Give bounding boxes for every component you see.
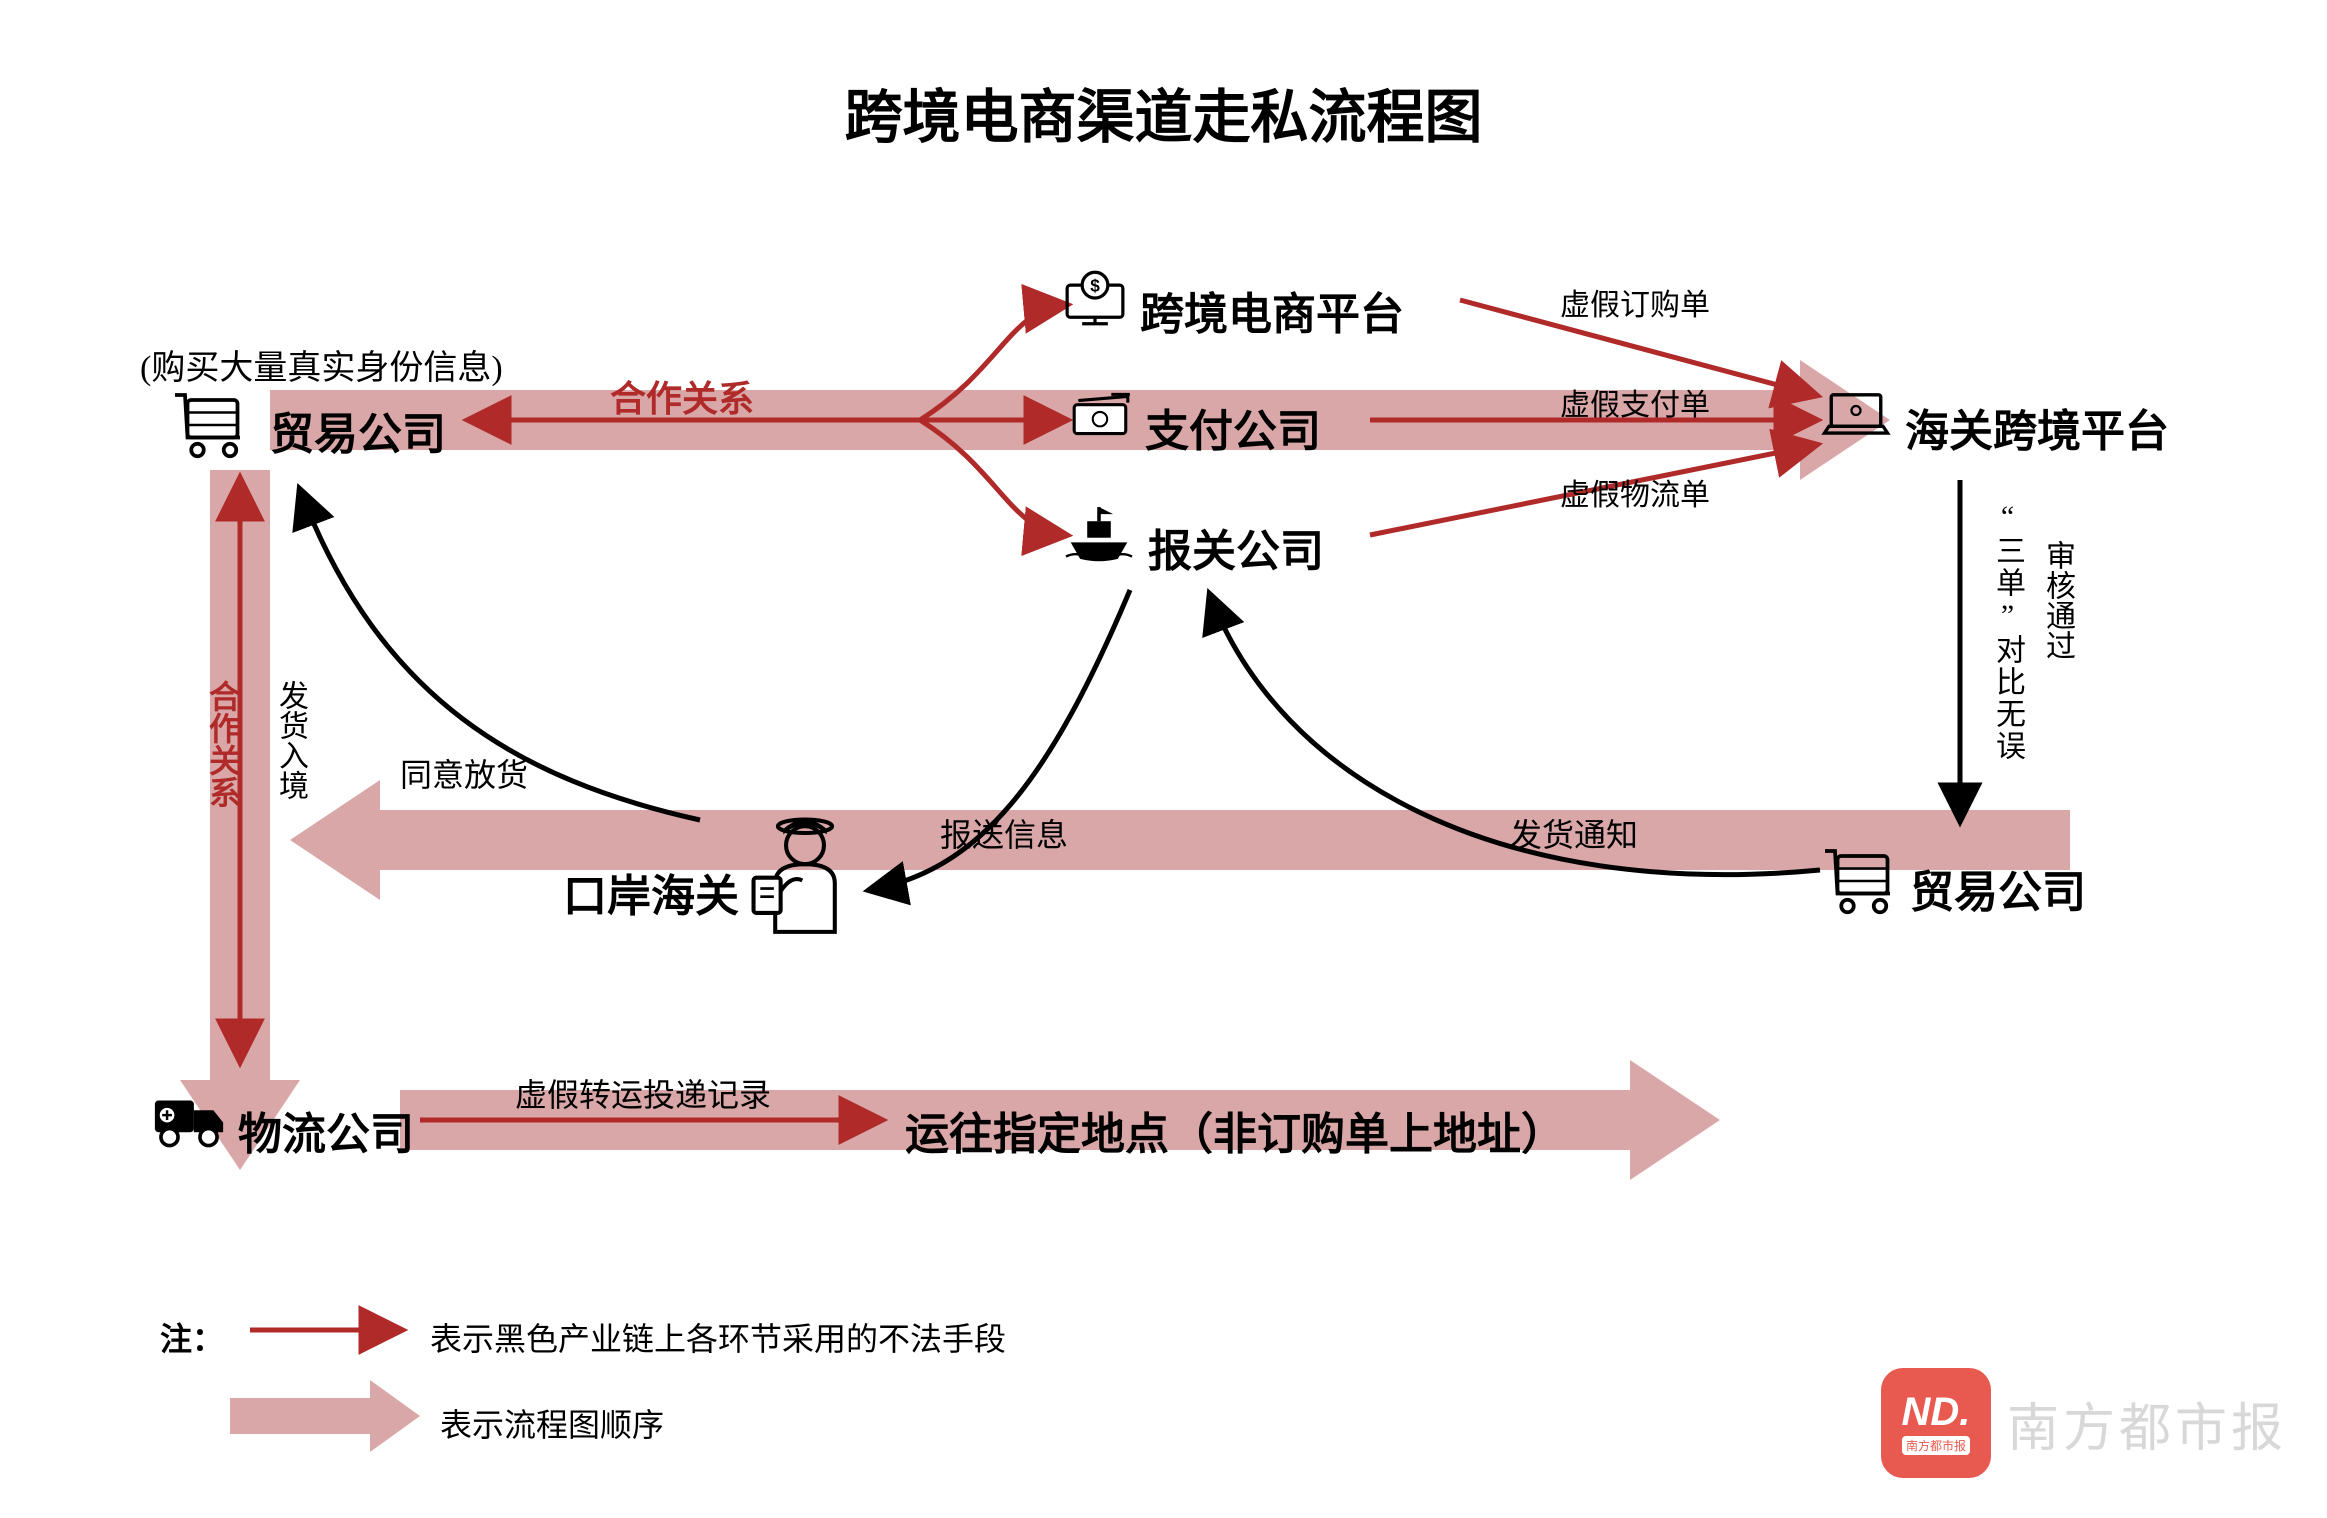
fake-transfer-label: 虚假转运投递记录	[515, 1070, 771, 1116]
line-arrows-layer	[0, 0, 2327, 1518]
fake-order-label: 虚假订购单	[1560, 280, 1710, 324]
report-info-label: 报送信息	[940, 810, 1068, 856]
fake-logistics-label: 虚假物流单	[1560, 470, 1710, 514]
cart-icon-1	[170, 390, 250, 460]
flowchart-canvas: 跨境电商渠道走私流程图	[0, 0, 2327, 1518]
payment-company-label: 支付公司	[1145, 395, 1321, 459]
review-pass-label: 审核通过	[2035, 540, 2079, 660]
logistics-company-label: 物流公司	[238, 1098, 414, 1162]
watermark: ND. 南方都市报 南方都市报	[1881, 1368, 2287, 1478]
legend-red-desc: 表示黑色产业链上各环节采用的不法手段	[430, 1314, 1006, 1360]
watermark-logo-sub: 南方都市报	[1902, 1436, 1970, 1455]
monitor-dollar-icon: $	[1060, 268, 1130, 328]
legend-prefix: 注：	[160, 1314, 224, 1360]
cart-icon-2	[1820, 846, 1900, 916]
trade-co-2-label: 贸易公司	[1910, 856, 2086, 920]
destination-label: 运往指定地点（非订购单上地址）	[905, 1098, 1565, 1162]
watermark-logo-text: ND.	[1902, 1392, 1971, 1432]
goods-entry-label: 发货入境	[268, 680, 312, 800]
customs-platform-label: 海关跨境平台	[1905, 395, 2169, 459]
trade-co-1-note: (购买大量真实身份信息)	[140, 340, 503, 389]
watermark-text: 南方都市报	[2007, 1386, 2287, 1461]
cooperation-label: 合作关系	[610, 370, 754, 422]
svg-text:$: $	[1090, 276, 1100, 296]
fake-payment-label: 虚假支付单	[1560, 380, 1710, 424]
ship-icon	[1060, 500, 1138, 566]
cooperation-v-label: 合作关系	[200, 680, 246, 808]
truck-icon	[150, 1090, 228, 1150]
ship-notify-label: 发货通知	[1510, 810, 1638, 856]
customs-officer-icon	[750, 810, 860, 940]
trade-co-1-label: 贸易公司	[270, 398, 446, 462]
ecommerce-platform-label: 跨境电商平台	[1140, 278, 1404, 342]
customs-broker-label: 报关公司	[1148, 515, 1324, 579]
three-match-label: “三单”对比无误	[1985, 500, 2029, 762]
watermark-logo-icon: ND. 南方都市报	[1881, 1368, 1991, 1478]
port-customs-label: 口岸海关	[563, 860, 739, 924]
laptop-icon	[1820, 388, 1892, 442]
agree-release-label: 同意放货	[400, 750, 528, 796]
money-icon	[1068, 390, 1134, 440]
legend-pink-desc: 表示流程图顺序	[440, 1400, 664, 1446]
